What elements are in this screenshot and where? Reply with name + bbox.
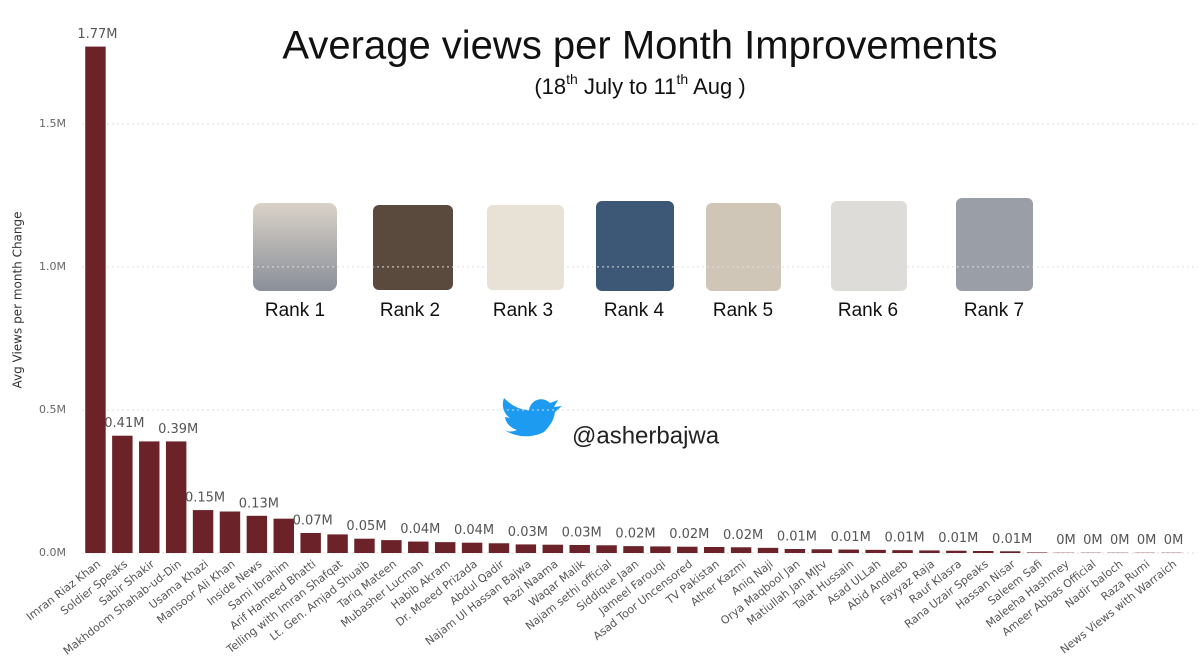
value-label: 0.01M bbox=[992, 532, 1032, 547]
bar bbox=[784, 548, 806, 553]
bar bbox=[623, 546, 644, 553]
rank-label: Rank 3 bbox=[493, 300, 553, 321]
bar bbox=[434, 542, 456, 553]
value-label: 0.15M bbox=[185, 491, 225, 506]
subtitle-part: Aug ) bbox=[688, 74, 745, 99]
superscript: th bbox=[566, 71, 578, 87]
bar bbox=[219, 511, 241, 553]
value-label: 0.02M bbox=[669, 527, 709, 542]
bar bbox=[757, 547, 779, 553]
photo bbox=[706, 203, 781, 291]
chart-title: Average views per Month Improvements bbox=[282, 24, 997, 68]
value-label: 0.03M bbox=[508, 525, 548, 540]
photo bbox=[831, 201, 907, 291]
photo bbox=[373, 205, 453, 290]
rank-label: Rank 1 bbox=[265, 300, 325, 321]
y-tick-label: 0.5M bbox=[39, 403, 66, 416]
bar bbox=[838, 549, 859, 553]
bar bbox=[703, 546, 725, 553]
value-label: 0.01M bbox=[831, 530, 871, 545]
bar bbox=[246, 515, 268, 553]
photo-row bbox=[253, 198, 1033, 291]
subtitle-part: (18 bbox=[534, 74, 566, 99]
bar bbox=[542, 544, 564, 553]
value-label: 0M bbox=[1164, 533, 1184, 548]
value-label: 0M bbox=[1083, 533, 1103, 548]
y-tick-label: 1.5M bbox=[39, 117, 66, 130]
y-tick-label: 1.0M bbox=[39, 260, 66, 273]
bar bbox=[946, 550, 967, 553]
chart-subtitle: (18th July to 11th Aug ) bbox=[534, 71, 745, 99]
bar bbox=[515, 544, 537, 553]
bar bbox=[677, 546, 698, 553]
bar bbox=[488, 543, 510, 553]
subtitle-part: July to 11 bbox=[578, 74, 677, 99]
value-label: 0.01M bbox=[938, 531, 978, 546]
value-label: 0.02M bbox=[615, 527, 655, 542]
bar bbox=[300, 532, 321, 553]
twitter-logo bbox=[502, 398, 562, 437]
rank-label: Rank 7 bbox=[964, 300, 1024, 321]
value-label: 0.01M bbox=[884, 531, 924, 546]
bar bbox=[999, 551, 1021, 553]
value-label: 0.07M bbox=[293, 513, 333, 528]
bar bbox=[892, 550, 913, 553]
bar bbox=[192, 510, 214, 553]
bar bbox=[1026, 552, 1048, 553]
bar bbox=[139, 441, 160, 553]
bar bbox=[354, 538, 375, 553]
bar bbox=[408, 541, 429, 553]
bar bbox=[650, 546, 671, 553]
y-axis-label: Avg Views per month Change bbox=[11, 211, 25, 388]
value-label: 0.01M bbox=[777, 529, 817, 544]
y-tick-label: 0.0M bbox=[39, 546, 66, 559]
bar bbox=[596, 545, 617, 553]
bar bbox=[973, 550, 994, 553]
value-label: 0.41M bbox=[104, 416, 144, 431]
value-label: 0.04M bbox=[454, 523, 494, 538]
rank-label: Rank 2 bbox=[380, 300, 440, 321]
bar bbox=[919, 550, 940, 553]
superscript: th bbox=[676, 71, 688, 87]
bar bbox=[569, 544, 590, 553]
value-label: 0.03M bbox=[562, 525, 602, 540]
value-label: 0.02M bbox=[723, 528, 763, 543]
bar bbox=[381, 540, 402, 553]
value-label: 0M bbox=[1110, 533, 1130, 548]
value-label: 0.05M bbox=[346, 519, 386, 534]
bar bbox=[865, 549, 886, 553]
bar bbox=[273, 518, 294, 553]
photo bbox=[596, 201, 674, 291]
value-label: 0.39M bbox=[158, 422, 198, 437]
bar bbox=[811, 549, 833, 553]
bar bbox=[327, 534, 348, 553]
value-label: 0.13M bbox=[239, 496, 279, 511]
value-label: 0.04M bbox=[400, 522, 440, 537]
rank-label: Rank 5 bbox=[713, 300, 773, 321]
rank-label: Rank 4 bbox=[604, 300, 665, 321]
value-label: 0M bbox=[1137, 533, 1157, 548]
bar bbox=[112, 435, 133, 553]
photo bbox=[956, 198, 1033, 291]
bar bbox=[165, 441, 187, 553]
twitter-handle: @asherbajwa bbox=[572, 422, 720, 449]
value-label: 1.77M bbox=[77, 27, 117, 42]
value-label: 0M bbox=[1056, 533, 1076, 548]
photo bbox=[487, 205, 564, 290]
bar bbox=[461, 542, 483, 553]
photo bbox=[253, 203, 337, 291]
rank-label: Rank 6 bbox=[838, 300, 898, 321]
bar bbox=[85, 46, 106, 553]
bar bbox=[730, 547, 752, 553]
